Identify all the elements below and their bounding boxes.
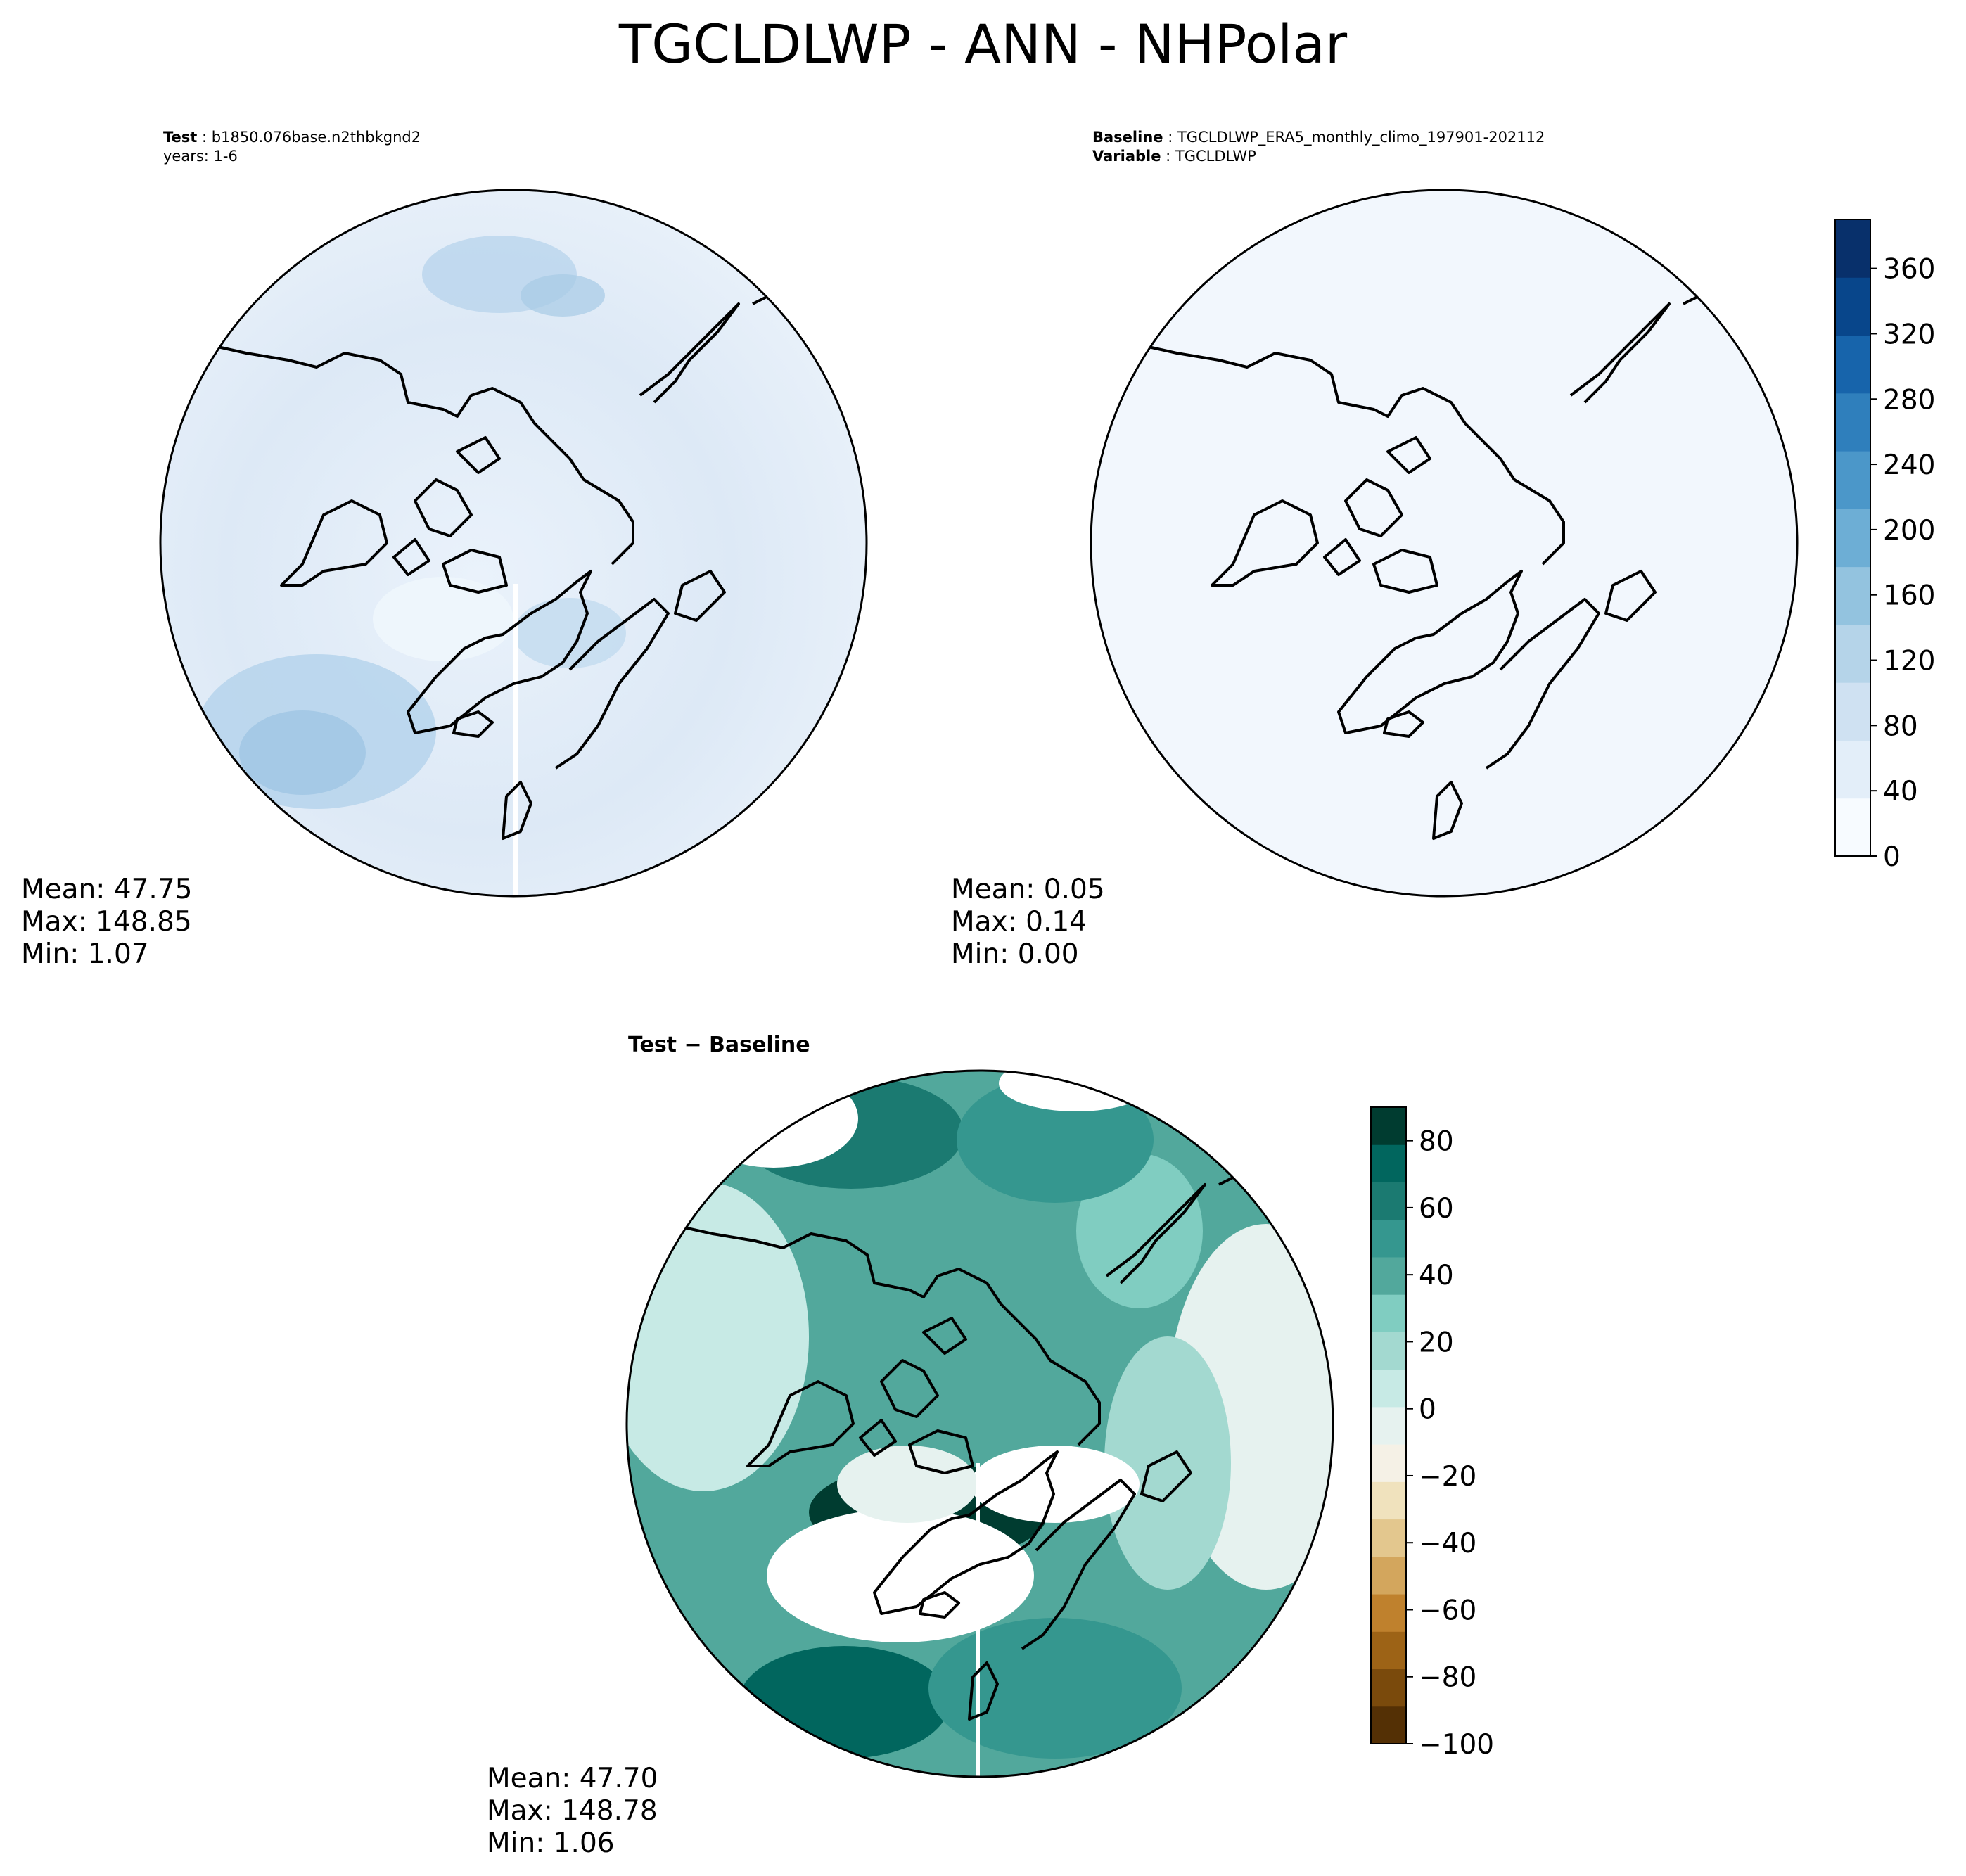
test-case-name: b1850.076base.n2thbkgnd2 <box>211 129 421 146</box>
blues-colorbar-segment <box>1835 740 1870 799</box>
brbg-colorbar-tick-label: −80 <box>1419 1662 1476 1694</box>
brbg-colorbar-segment <box>1371 1444 1406 1482</box>
test-mean: Mean: 47.75 <box>21 874 193 905</box>
blues-colorbar-tick-label: 160 <box>1883 580 1935 612</box>
blues-colorbar-tick-label: 280 <box>1883 384 1935 416</box>
blues-colorbar-segment <box>1835 335 1870 394</box>
brbg-colorbar-segment <box>1371 1631 1406 1670</box>
blues-colorbar-tick-label: 240 <box>1883 449 1935 481</box>
brbg-colorbar-tick-label: 0 <box>1419 1394 1436 1426</box>
brbg-colorbar-tick-label: −100 <box>1419 1729 1494 1761</box>
brbg-colorbar-segment <box>1371 1668 1406 1707</box>
baseline-min: Min: 0.00 <box>951 938 1079 970</box>
brbg-colorbar-segment <box>1371 1519 1406 1557</box>
test-years: years: 1-6 <box>163 148 238 165</box>
brbg-colorbar-tick-label: −20 <box>1419 1461 1476 1493</box>
blues-colorbar-segment <box>1835 451 1870 509</box>
test-header-label: Test <box>163 129 198 146</box>
brbg-colorbar-segment <box>1371 1556 1406 1595</box>
brbg-colorbar-segment <box>1371 1406 1406 1445</box>
test-panel-header: Test : b1850.076base.n2thbkgnd2 years: 1… <box>163 129 421 165</box>
test-stats: Mean: 47.75 Max: 148.85 Min: 1.07 <box>21 874 192 971</box>
test-max: Max: 148.85 <box>21 906 192 938</box>
brbg-colorbar-segment <box>1371 1294 1406 1332</box>
blues-colorbar-frame <box>1834 219 1871 857</box>
blues-colorbar-segment <box>1835 509 1870 568</box>
blues-colorbar-tick-label: 40 <box>1883 776 1918 808</box>
blues-colorbar-tick-label: 120 <box>1883 646 1935 677</box>
blues-colorbar-segment <box>1835 624 1870 683</box>
blues-colorbar-tick-label: 0 <box>1883 841 1901 873</box>
blues-colorbar-segment <box>1835 798 1870 857</box>
baseline-map <box>1090 189 1799 898</box>
brbg-colorbar-tick-label: 60 <box>1419 1193 1454 1225</box>
brbg-colorbar-tick-label: 40 <box>1419 1260 1454 1291</box>
blues-colorbar-segment <box>1835 219 1870 278</box>
figure-title: TGCLDLWP - ANN - NHPolar <box>618 13 1348 75</box>
diff-min: Min: 1.06 <box>487 1827 615 1859</box>
brbg-colorbar-segment <box>1371 1481 1406 1520</box>
blues-colorbar-segment <box>1835 682 1870 741</box>
blues-colorbar-segment <box>1835 393 1870 452</box>
brbg-colorbar-tick-label: −40 <box>1419 1528 1476 1559</box>
baseline-header-label: Baseline <box>1092 129 1163 146</box>
brbg-colorbar-segment <box>1371 1144 1406 1182</box>
baseline-mean: Mean: 0.05 <box>951 874 1105 905</box>
blues-colorbar-tick-label: 360 <box>1883 254 1935 286</box>
baseline-variable-name: TGCLDLWP <box>1175 148 1256 165</box>
brbg-colorbar-tick-label: −60 <box>1419 1595 1476 1626</box>
diff-mean: Mean: 47.70 <box>487 1763 658 1794</box>
brbg-colorbar-tick-label: 20 <box>1419 1327 1454 1358</box>
brbg-colorbar-frame <box>1370 1106 1407 1744</box>
baseline-case-name: TGCLDLWP_ERA5_monthly_climo_197901-20211… <box>1177 129 1545 146</box>
blues-colorbar-tick-label: 200 <box>1883 515 1935 547</box>
baseline-max: Max: 0.14 <box>951 906 1087 938</box>
baseline-stats: Mean: 0.05 Max: 0.14 Min: 0.00 <box>951 874 1105 971</box>
brbg-colorbar-segment <box>1371 1369 1406 1408</box>
brbg-colorbar-segment <box>1371 1332 1406 1370</box>
diff-map <box>625 1069 1334 1778</box>
brbg-colorbar-tick-label: 80 <box>1419 1126 1454 1158</box>
blues-colorbar-tick-label: 80 <box>1883 710 1918 742</box>
blues-colorbar-segment <box>1835 566 1870 625</box>
diff-colorbar: −100 −80 −60 −40 −20 0 20 40 60 80 <box>1370 1106 1494 1761</box>
test-min: Min: 1.07 <box>21 938 149 970</box>
diff-max: Max: 148.78 <box>487 1795 658 1827</box>
brbg-colorbar-segment <box>1371 1594 1406 1632</box>
blues-colorbar-tick-label: 320 <box>1883 319 1935 350</box>
baseline-variable-label: Variable <box>1092 148 1161 165</box>
baseline-panel-header: Baseline : TGCLDLWP_ERA5_monthly_climo_1… <box>1092 129 1545 165</box>
diff-panel-title: Test − Baseline <box>628 1033 810 1057</box>
brbg-colorbar-segment <box>1371 1182 1406 1220</box>
diff-stats: Mean: 47.70 Max: 148.78 Min: 1.06 <box>487 1763 658 1860</box>
test-map <box>159 189 868 898</box>
blues-colorbar-segment <box>1835 277 1870 336</box>
test-baseline-colorbar: 0 40 80 120 160 200 240 280 320 360 <box>1834 219 1935 873</box>
brbg-colorbar-segment <box>1371 1107 1406 1145</box>
brbg-colorbar-segment <box>1371 1219 1406 1258</box>
brbg-colorbar-segment <box>1371 1706 1406 1744</box>
brbg-colorbar-segment <box>1371 1256 1406 1295</box>
